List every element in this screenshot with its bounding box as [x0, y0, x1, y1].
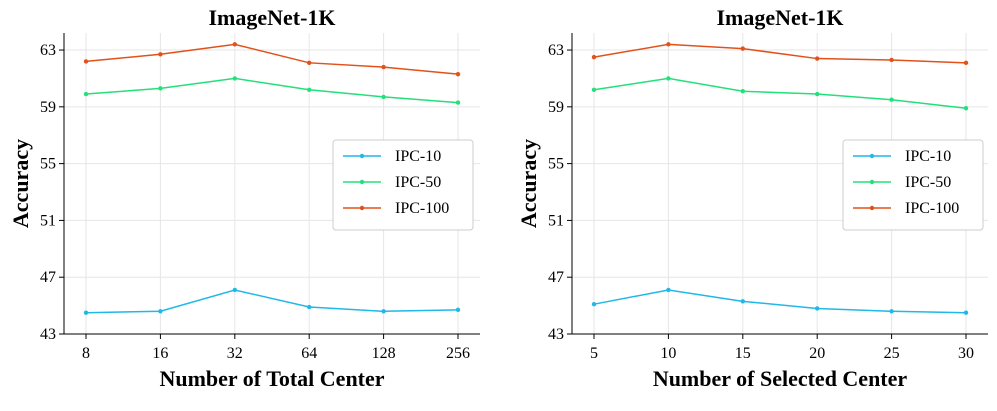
legend: IPC-10 IPC-50 IPC-100 — [842, 139, 984, 231]
data-point — [158, 52, 163, 57]
y-tick-label: 59 — [548, 99, 564, 116]
x-tick-label: 5 — [590, 345, 598, 362]
data-point — [740, 89, 745, 94]
series-line — [593, 289, 967, 314]
series-line — [593, 43, 967, 64]
x-tick-label: 20 — [809, 345, 825, 362]
data-point — [815, 306, 820, 311]
legend-label: IPC-50 — [395, 174, 441, 191]
data-point — [455, 71, 461, 77]
legend-swatch-marker — [359, 153, 365, 159]
data-point — [455, 100, 461, 105]
y-tick-label: 47 — [548, 269, 564, 286]
data-point — [381, 94, 386, 100]
series-ipc-100 — [591, 42, 969, 66]
y-tick-label: 55 — [548, 156, 564, 173]
legend-swatch-marker — [869, 179, 875, 185]
data-point — [381, 64, 386, 70]
x-tick-label: 10 — [660, 345, 676, 362]
data-point — [889, 309, 894, 314]
legend-swatch-marker — [869, 205, 875, 211]
data-point — [307, 304, 312, 310]
data-point — [889, 97, 894, 102]
legend-swatch-marker — [869, 153, 875, 159]
legend-label: IPC-50 — [905, 174, 951, 191]
x-tick-label: 30 — [958, 345, 974, 362]
legend-label: IPC-100 — [395, 200, 449, 217]
data-point — [232, 42, 237, 47]
y-tick-label: 55 — [40, 156, 56, 173]
data-point — [83, 59, 89, 64]
y-axis-label: Accuracy — [8, 139, 33, 228]
data-point — [158, 309, 163, 314]
data-point — [232, 76, 237, 81]
data-point — [963, 60, 969, 66]
data-point — [815, 91, 820, 97]
x-tick-label: 15 — [735, 345, 751, 362]
data-point — [158, 86, 163, 91]
legend-label: IPC-10 — [395, 148, 441, 165]
legend-swatch-marker — [359, 205, 365, 211]
x-axis-label: Number of Total Center — [159, 366, 384, 391]
legend-label: IPC-10 — [905, 148, 951, 165]
x-tick-label: 256 — [446, 345, 470, 362]
series-line — [85, 289, 459, 314]
y-tick-label: 43 — [40, 326, 56, 343]
series-ipc-50 — [83, 76, 461, 105]
data-point — [740, 46, 745, 51]
data-point — [381, 309, 386, 314]
data-point — [307, 60, 312, 66]
legend-swatch-marker — [359, 179, 365, 185]
data-point — [591, 54, 597, 60]
x-tick-label: 25 — [884, 345, 900, 362]
y-tick-label: 51 — [40, 212, 56, 229]
y-tick-label: 43 — [548, 326, 564, 343]
data-point — [666, 287, 671, 293]
data-point — [307, 87, 312, 92]
x-tick-label: 16 — [152, 345, 168, 362]
series-line — [85, 77, 459, 104]
y-tick-label: 63 — [40, 42, 56, 59]
data-point — [666, 42, 671, 47]
chart-title: ImageNet-1K — [208, 5, 335, 30]
series-ipc-100 — [83, 42, 461, 77]
data-point — [815, 56, 820, 61]
chart-panel-2: 43 47 51 55 59 63 5 10 15 20 25 30 ImageNet-1K Number… — [516, 5, 988, 391]
series-ipc-10 — [591, 287, 969, 315]
data-point — [83, 91, 89, 97]
series-ipc-10 — [83, 287, 461, 315]
data-point — [740, 299, 745, 304]
x-tick-label: 32 — [227, 345, 243, 362]
chart-panel-1: 43 47 51 55 59 63 8 16 32 64 128 256 ImageNet-1K Numb… — [8, 5, 480, 391]
x-tick-label: 64 — [301, 345, 317, 362]
data-point — [963, 106, 969, 111]
series-line — [593, 77, 967, 109]
chart-title: ImageNet-1K — [716, 5, 843, 30]
data-point — [963, 310, 969, 315]
data-point — [591, 301, 597, 307]
legend-label: IPC-100 — [905, 200, 959, 217]
x-tick-label: 8 — [82, 345, 90, 362]
y-tick-label: 63 — [548, 42, 564, 59]
series-line — [85, 43, 459, 75]
data-point — [83, 310, 89, 315]
x-axis-label: Number of Selected Center — [653, 366, 908, 391]
data-point — [232, 287, 237, 293]
data-point — [666, 76, 671, 81]
legend: IPC-10 IPC-50 IPC-100 — [332, 139, 474, 231]
data-point — [455, 307, 461, 313]
y-tick-label: 51 — [548, 212, 564, 229]
data-point — [591, 87, 597, 92]
x-tick-label: 128 — [372, 345, 396, 362]
data-point — [889, 57, 894, 63]
y-tick-label: 59 — [40, 99, 56, 116]
y-tick-label: 47 — [40, 269, 56, 286]
series-ipc-50 — [591, 76, 969, 111]
y-axis-label: Accuracy — [516, 139, 541, 228]
